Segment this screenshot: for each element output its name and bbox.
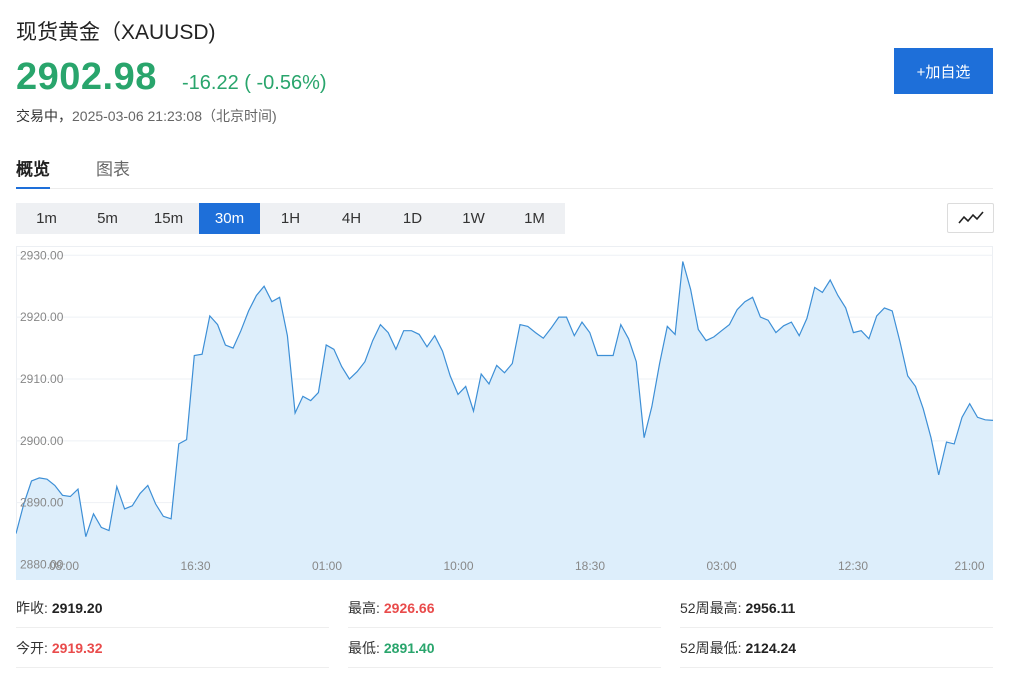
x-tick-label: 08:00: [49, 559, 79, 573]
x-tick-label: 16:30: [180, 559, 210, 573]
period-5m[interactable]: 5m: [97, 210, 118, 227]
stat-low: 最低: 2891.40: [348, 628, 661, 668]
x-tick-label: 21:00: [954, 559, 984, 573]
stat-label: 最高:: [348, 599, 380, 616]
y-tick-label: 2880.00: [20, 558, 64, 572]
tab-overview[interactable]: 概览: [16, 155, 50, 189]
stat-label: 52周最低:: [680, 639, 742, 656]
x-tick-label: 18:30: [575, 559, 605, 573]
y-tick-label: 2920.00: [20, 310, 64, 324]
y-tick-label: 2900.00: [20, 434, 64, 448]
stat-prev-close: 昨收: 2919.20: [16, 588, 329, 628]
stat-high: 最高: 2926.66: [348, 588, 661, 628]
current-price: 2902.98: [16, 56, 157, 98]
y-tick-label: 2930.00: [20, 248, 64, 262]
period-1h[interactable]: 1H: [280, 210, 301, 227]
x-tick-label: 12:30: [838, 559, 868, 573]
quote-title: 现货黄金（XAUUSD): [16, 21, 216, 44]
y-tick-label: 2910.00: [20, 372, 64, 386]
stat-open: 今开: 2919.32: [16, 628, 329, 668]
price-chart: 2880.00 2890.00 2900.00 2910.00 2920.00 2930.…: [15, 246, 994, 580]
period-1mo[interactable]: 1M: [524, 210, 545, 227]
period-4h[interactable]: 4H: [341, 210, 362, 227]
status-label: 交易中，: [16, 108, 72, 124]
price-chart-svg: 2880.00 2890.00 2900.00 2910.00 2920.00 2930.…: [15, 246, 994, 580]
tab-bar: 概览 图表: [16, 150, 993, 189]
stat-value: 2891.40: [383, 639, 435, 656]
add-watchlist-button[interactable]: +加自选: [894, 48, 993, 94]
price-change: -16.22 ( -0.56%): [182, 72, 327, 94]
stat-52wk-high: 52周最高: 2956.11: [680, 588, 993, 628]
y-tick-label: 2890.00: [20, 496, 64, 510]
stat-value: 2926.66: [383, 599, 435, 616]
stats-row: 今开: 2919.32 最低: 2891.40 52周最低: 2124.24: [16, 628, 993, 668]
chart-type-button[interactable]: [947, 203, 994, 233]
period-1d[interactable]: 1D: [402, 210, 423, 227]
stat-label: 昨收:: [16, 599, 48, 616]
stat-label: 今开:: [16, 639, 48, 656]
period-selector: 1m 5m 15m 30m 1H 4H 1D 1W 1M: [16, 203, 565, 234]
period-1m[interactable]: 1m: [36, 210, 57, 227]
stats-row: 昨收: 2919.20 最高: 2926.66 52周最高: 2956.11: [16, 588, 993, 628]
line-chart-icon: [957, 211, 984, 224]
stat-value: 2919.20: [51, 599, 103, 616]
period-1w[interactable]: 1W: [462, 210, 485, 227]
period-30m[interactable]: 30m: [199, 203, 260, 234]
period-15m[interactable]: 15m: [153, 210, 184, 227]
stat-label: 最低:: [348, 639, 380, 656]
stat-value: 2956.11: [745, 599, 796, 616]
stat-52wk-low: 52周最低: 2124.24: [680, 628, 993, 668]
tab-chart[interactable]: 图表: [96, 160, 130, 179]
stat-value: 2124.24: [745, 639, 797, 656]
stat-label: 52周最高:: [680, 599, 742, 616]
trading-status: 交易中，2025-03-06 21:23:08（北京时间): [16, 106, 277, 126]
price-area: [16, 261, 993, 580]
x-tick-label: 10:00: [443, 559, 473, 573]
price-line: [15, 261, 994, 537]
status-timestamp: 2025-03-06 21:23:08（北京时间): [72, 108, 277, 124]
stat-value: 2919.32: [51, 639, 103, 656]
x-tick-label: 03:00: [706, 559, 736, 573]
x-tick-label: 01:00: [312, 559, 342, 573]
